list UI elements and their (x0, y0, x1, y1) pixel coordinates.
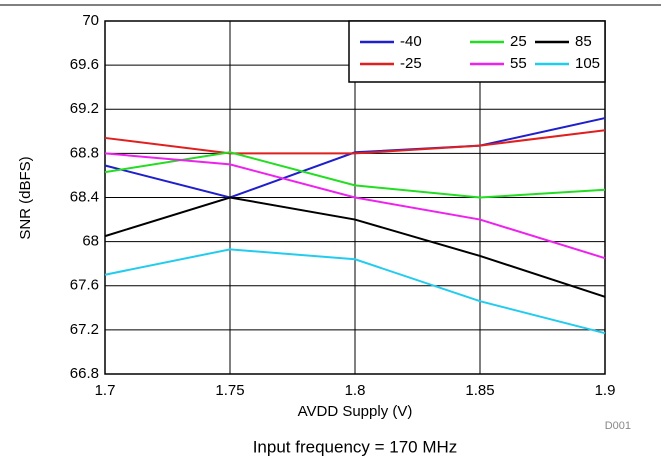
legend-label: 105 (575, 55, 600, 72)
y-tick-label: 66.8 (70, 365, 99, 382)
series-line (104, 151, 606, 199)
legend-label: -40 (400, 33, 422, 50)
y-tick-label: 68 (82, 233, 99, 250)
legend-label: 85 (575, 33, 592, 50)
legend-box (348, 20, 606, 83)
legend-label: 25 (510, 33, 527, 50)
series-line (104, 117, 606, 199)
legend-label: 55 (510, 55, 527, 72)
x-tick-label: 1.75 (215, 382, 244, 399)
series-line (104, 129, 606, 155)
y-tick-label: 68.4 (70, 188, 99, 205)
y-tick-label: 68.8 (70, 144, 99, 161)
note: D001 (605, 420, 631, 432)
y-tick-label: 69.2 (70, 100, 99, 117)
y-tick-label: 70 (82, 12, 99, 29)
y-tick-label: 69.6 (70, 56, 99, 73)
legend-label: -25 (400, 55, 422, 72)
caption: Input frequency = 170 MHz (253, 437, 458, 456)
y-tick-label: 67.6 (70, 277, 99, 294)
x-tick-label: 1.7 (95, 382, 116, 399)
series-line (104, 152, 606, 260)
x-axis-label: AVDD Supply (V) (298, 403, 413, 420)
x-tick-label: 1.9 (595, 382, 616, 399)
series-line (104, 196, 606, 298)
series-line (104, 248, 606, 335)
x-tick-label: 1.8 (345, 382, 366, 399)
y-axis-label: SNR (dBFS) (17, 156, 34, 239)
y-tick-label: 67.2 (70, 321, 99, 338)
x-tick-label: 1.85 (465, 382, 494, 399)
